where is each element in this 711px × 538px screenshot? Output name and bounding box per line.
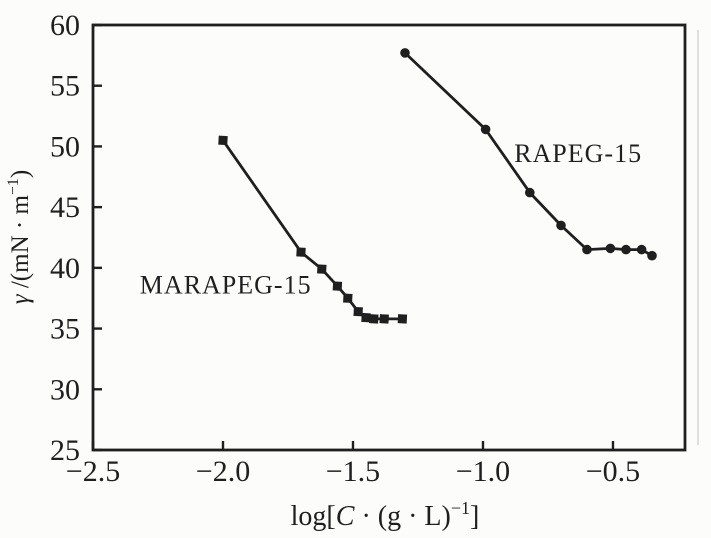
y-axis-tick-label: 50: [50, 130, 80, 163]
x-axis-tick-label: −1.5: [326, 455, 380, 488]
data-point-circle-rapeg-15: [605, 243, 616, 254]
data-point-square-marapeg-15: [379, 314, 389, 324]
data-point-circle-rapeg-15: [582, 244, 592, 255]
data-point-circle-rapeg-15: [636, 244, 647, 255]
data-point-square-marapeg-15: [332, 281, 343, 291]
y-axis-tick-label: 25: [50, 434, 80, 467]
x-axis-tick-label: −2.5: [66, 455, 120, 488]
data-point-circle-rapeg-15: [621, 244, 631, 255]
data-point-square-marapeg-15: [218, 135, 228, 146]
series-label-marapeg-15: MARAPEG-15: [140, 270, 312, 299]
y-axis-tick-label: 30: [50, 373, 80, 406]
data-point-square-marapeg-15: [317, 264, 327, 274]
data-point-square-marapeg-15: [369, 314, 379, 324]
data-point-square-marapeg-15: [296, 247, 306, 257]
data-point-circle-rapeg-15: [400, 48, 410, 58]
y-axis-tick-label: 55: [50, 70, 80, 103]
x-axis-tick-label: −0.5: [586, 455, 640, 488]
y-axis-tick-label: 45: [50, 191, 80, 224]
y-axis-tick-label: 40: [50, 252, 80, 285]
y-axis-tick-label: 35: [50, 313, 80, 346]
data-point-square-marapeg-15: [343, 293, 353, 303]
series-line-marapeg-15: [221, 138, 404, 321]
y-axis-tick-label: 60: [50, 9, 80, 42]
plot-frame: [91, 23, 687, 452]
y-axis-title: γ /(mN · m−1): [5, 170, 34, 305]
series-label-rapeg-15: RAPEG-15: [514, 139, 642, 168]
x-axis-tick-label: −2.0: [196, 455, 250, 488]
x-axis-tick-label: −1.0: [456, 455, 510, 488]
data-point-circle-rapeg-15: [556, 220, 566, 231]
data-point-circle-rapeg-15: [480, 124, 491, 135]
data-point-circle-rapeg-15: [647, 250, 657, 261]
data-point-circle-rapeg-15: [525, 187, 535, 198]
x-axis-title: log[C · (g · L)−1]: [291, 498, 480, 532]
data-point-square-marapeg-15: [361, 312, 371, 323]
data-point-square-marapeg-15: [397, 314, 408, 324]
data-point-square-marapeg-15: [353, 306, 363, 317]
